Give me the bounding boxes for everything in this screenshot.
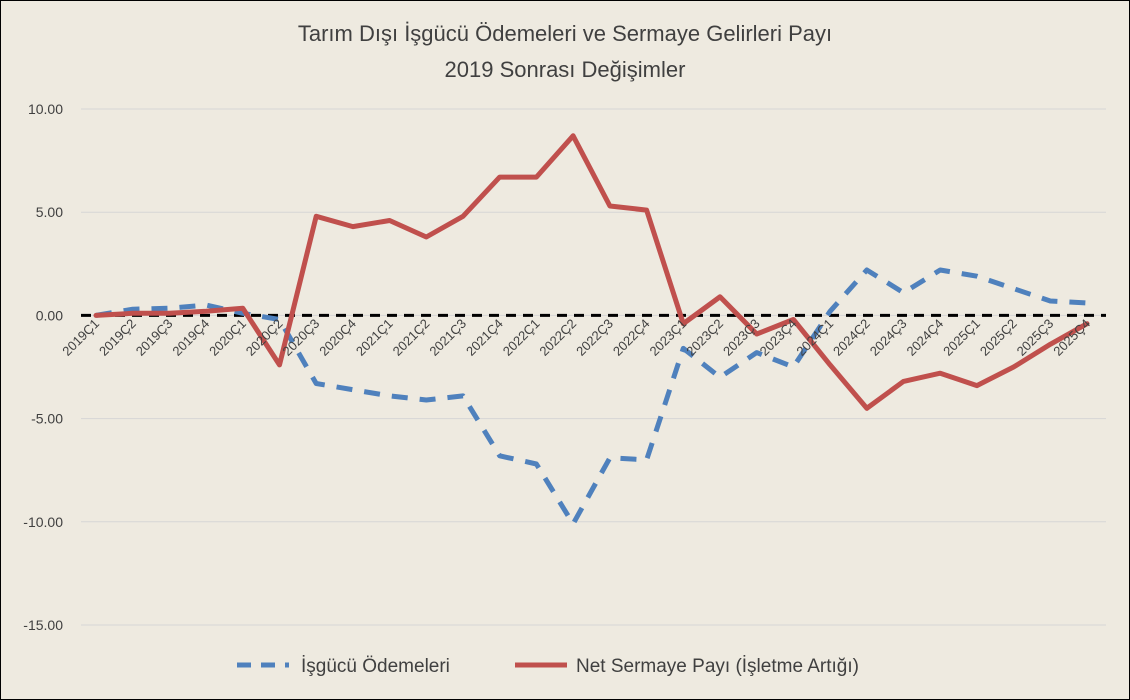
x-tick-label: 2019Ç4 <box>169 316 212 359</box>
legend: İşgücü Ödemeleri Net Sermaye Payı (İşletm… <box>237 656 859 677</box>
x-tick-label: 2025Ç4 <box>1050 316 1093 359</box>
chart-title-line-1: Tarım Dışı İşgücü Ödemeleri ve Sermaye G… <box>298 21 832 46</box>
x-tick-label: 2025Ç1 <box>940 316 983 359</box>
y-tick-label: -5.00 <box>31 411 63 427</box>
x-tick-label: 2019Ç3 <box>133 316 176 359</box>
x-tick-label: 2025Ç2 <box>977 316 1020 359</box>
series-line-1 <box>95 267 1088 527</box>
x-tick-label: 2022Ç3 <box>573 316 616 359</box>
y-tick-label: 0.00 <box>36 307 63 323</box>
gridlines <box>81 108 1106 626</box>
x-tick-label: 2024Ç2 <box>830 316 873 359</box>
x-tick-label: 2023Ç1 <box>647 316 690 359</box>
x-tick-label: 2022Ç2 <box>536 316 579 359</box>
x-tick-label: 2024Ç3 <box>867 316 910 359</box>
x-tick-label: 2023Ç2 <box>683 316 726 359</box>
y-tick-label: -15.00 <box>23 617 63 633</box>
x-tick-label: 2022Ç1 <box>500 316 543 359</box>
y-tick-label: 10.00 <box>28 101 63 117</box>
y-tick-label: -10.00 <box>23 514 63 530</box>
x-tick-label: 2024Ç1 <box>793 316 836 359</box>
x-tick-label: 2024Ç4 <box>903 316 946 359</box>
legend-label-1: İşgücü Ödemeleri <box>301 656 450 677</box>
x-tick-label: 2021Ç1 <box>353 316 396 359</box>
legend-label-2: Net Sermaye Payı (İşletme Artığı) <box>576 656 859 677</box>
chart-title-line-2: 2019 Sonrası Değişimler <box>445 57 686 82</box>
y-tick-label: 5.00 <box>36 204 63 220</box>
x-tick-label: 2022Ç4 <box>610 316 653 359</box>
x-axis-ticks: 2019Ç12019Ç22019Ç32019Ç42020Ç12020Ç22020… <box>59 316 1093 359</box>
x-tick-label: 2021Ç3 <box>426 316 469 359</box>
series-line-2 <box>93 133 1090 411</box>
x-tick-label: 2021Ç4 <box>463 316 506 359</box>
x-tick-label: 2019Ç1 <box>59 316 102 359</box>
x-tick-label: 2021Ç2 <box>390 316 433 359</box>
x-tick-label: 2023Ç4 <box>757 316 800 359</box>
x-tick-label: 2020Ç4 <box>316 316 359 359</box>
y-axis-ticks: 10.00 5.00 0.00 -5.00 -10.00 -15.00 <box>23 101 63 633</box>
series-layer <box>93 133 1090 527</box>
x-tick-label: 2019Ç2 <box>96 316 139 359</box>
x-tick-label: 2020Ç1 <box>206 316 249 359</box>
